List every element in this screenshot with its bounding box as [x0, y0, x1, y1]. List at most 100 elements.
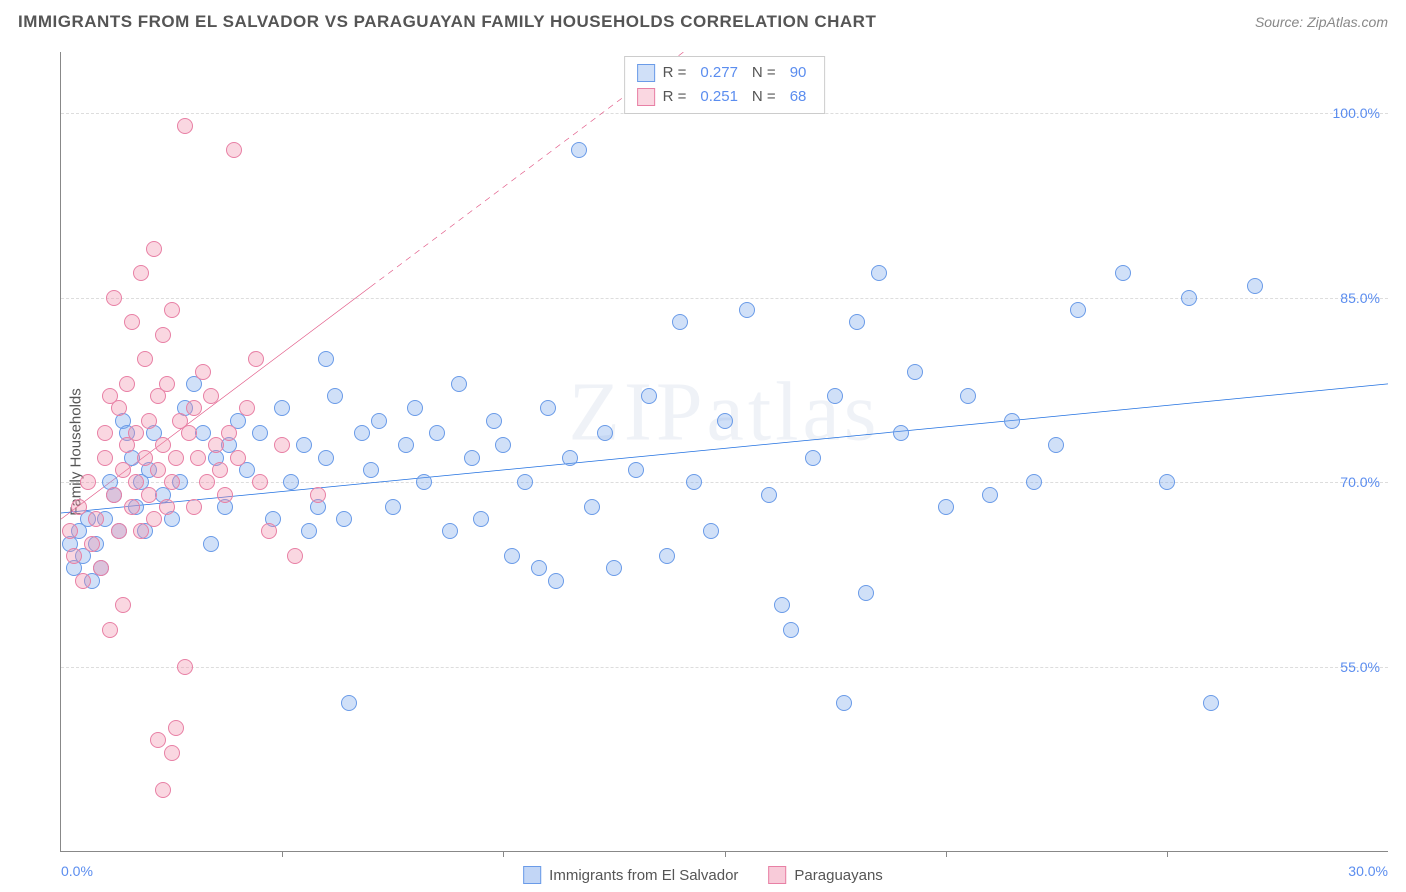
scatter-point	[102, 622, 118, 638]
scatter-point	[871, 265, 887, 281]
scatter-point	[287, 548, 303, 564]
scatter-point	[274, 400, 290, 416]
scatter-point	[827, 388, 843, 404]
scatter-point	[71, 499, 87, 515]
scatter-point	[146, 511, 162, 527]
watermark: ZIPatlas	[569, 363, 881, 460]
scatter-point	[164, 745, 180, 761]
scatter-point	[836, 695, 852, 711]
scatter-point	[571, 142, 587, 158]
stat-r-value: 0.251	[700, 85, 738, 109]
scatter-point	[659, 548, 675, 564]
scatter-point	[128, 474, 144, 490]
scatter-point	[168, 720, 184, 736]
scatter-point	[164, 302, 180, 318]
scatter-point	[84, 536, 100, 552]
scatter-point	[783, 622, 799, 638]
y-tick-label: 100.0%	[1333, 105, 1380, 121]
scatter-point	[221, 425, 237, 441]
chart-title: IMMIGRANTS FROM EL SALVADOR VS PARAGUAYA…	[18, 12, 876, 32]
legend-swatch	[637, 88, 655, 106]
scatter-point	[1004, 413, 1020, 429]
chart-container: Family Households ZIPatlas 55.0%70.0%85.…	[50, 52, 1388, 852]
scatter-point	[584, 499, 600, 515]
trend-line	[61, 384, 1388, 513]
scatter-point	[177, 118, 193, 134]
scatter-point	[93, 560, 109, 576]
scatter-point	[141, 487, 157, 503]
scatter-point	[1247, 278, 1263, 294]
scatter-point	[703, 523, 719, 539]
legend-label: Paraguayans	[794, 867, 882, 884]
source-label: Source: ZipAtlas.com	[1255, 14, 1388, 30]
scatter-point	[226, 142, 242, 158]
scatter-point	[1159, 474, 1175, 490]
scatter-point	[190, 450, 206, 466]
stat-n-value: 68	[790, 85, 807, 109]
scatter-point	[146, 241, 162, 257]
scatter-point	[606, 560, 622, 576]
scatter-point	[141, 413, 157, 429]
scatter-point	[1115, 265, 1131, 281]
scatter-point	[336, 511, 352, 527]
stat-n-value: 90	[790, 61, 807, 85]
header: IMMIGRANTS FROM EL SALVADOR VS PARAGUAYA…	[0, 0, 1406, 40]
scatter-point	[310, 487, 326, 503]
scatter-point	[252, 474, 268, 490]
scatter-point	[150, 462, 166, 478]
scatter-point	[451, 376, 467, 392]
scatter-point	[717, 413, 733, 429]
scatter-point	[177, 659, 193, 675]
x-tick-minor	[1167, 851, 1168, 857]
scatter-point	[318, 351, 334, 367]
scatter-point	[938, 499, 954, 515]
scatter-point	[239, 400, 255, 416]
scatter-point	[858, 585, 874, 601]
legend-bottom: Immigrants from El SalvadorParaguayans	[523, 866, 883, 884]
scatter-point	[75, 573, 91, 589]
scatter-point	[133, 265, 149, 281]
scatter-point	[849, 314, 865, 330]
scatter-point	[124, 499, 140, 515]
scatter-point	[416, 474, 432, 490]
plot-area: ZIPatlas 55.0%70.0%85.0%100.0%0.0%30.0%R…	[60, 52, 1388, 852]
scatter-point	[106, 290, 122, 306]
scatter-point	[407, 400, 423, 416]
x-tick-minor	[503, 851, 504, 857]
scatter-point	[893, 425, 909, 441]
scatter-point	[115, 597, 131, 613]
scatter-point	[217, 487, 233, 503]
scatter-point	[805, 450, 821, 466]
scatter-point	[88, 511, 104, 527]
scatter-point	[248, 351, 264, 367]
scatter-point	[181, 425, 197, 441]
scatter-point	[261, 523, 277, 539]
legend-item: Paraguayans	[768, 866, 882, 884]
legend-stats: R =0.277N =90R =0.251N =68	[624, 56, 826, 114]
scatter-point	[159, 376, 175, 392]
y-tick-label: 85.0%	[1340, 290, 1380, 306]
scatter-point	[97, 425, 113, 441]
scatter-point	[1048, 437, 1064, 453]
scatter-point	[327, 388, 343, 404]
scatter-point	[960, 388, 976, 404]
scatter-point	[208, 437, 224, 453]
scatter-point	[195, 364, 211, 380]
scatter-point	[159, 499, 175, 515]
scatter-point	[203, 536, 219, 552]
scatter-point	[1070, 302, 1086, 318]
y-tick-label: 70.0%	[1340, 474, 1380, 490]
gridline	[61, 667, 1388, 668]
scatter-point	[1026, 474, 1042, 490]
scatter-point	[164, 474, 180, 490]
scatter-point	[531, 560, 547, 576]
stat-r-label: R =	[663, 85, 687, 109]
scatter-point	[186, 499, 202, 515]
scatter-point	[739, 302, 755, 318]
legend-swatch	[637, 64, 655, 82]
scatter-point	[252, 425, 268, 441]
x-tick-label: 30.0%	[1348, 863, 1388, 879]
scatter-point	[111, 523, 127, 539]
scatter-point	[155, 327, 171, 343]
scatter-point	[186, 400, 202, 416]
